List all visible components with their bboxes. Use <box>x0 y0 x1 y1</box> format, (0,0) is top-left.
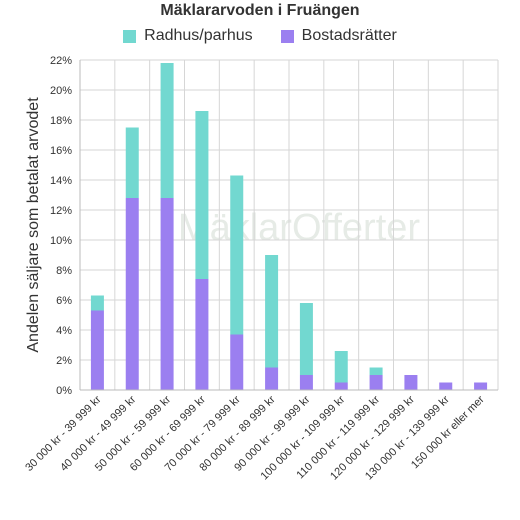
legend: Radhus/parhus Bostadsrätter <box>0 27 520 45</box>
legend-swatch-radhus <box>123 29 137 43</box>
y-axis-title: Andelen säljare som betalat arvodet <box>25 97 42 353</box>
bar-bostadsratter <box>299 375 313 390</box>
bar-radhus <box>160 63 174 198</box>
y-tick-label: 22% <box>50 55 72 67</box>
y-tick-label: 8% <box>56 265 72 277</box>
bar-radhus <box>230 175 244 335</box>
legend-label-bostadsratter: Bostadsrätter <box>301 27 397 44</box>
bar-bostadsratter <box>369 375 383 390</box>
bar-bostadsratter <box>230 334 244 390</box>
bar-radhus <box>125 127 139 198</box>
watermark-text: MäklarOfferter <box>178 207 420 249</box>
bar-bostadsratter <box>404 375 418 390</box>
bar-bostadsratter <box>474 382 488 390</box>
bar-bostadsratter <box>90 310 104 390</box>
legend-label-radhus: Radhus/parhus <box>144 27 253 44</box>
chart-title: Mäklararvoden i Fruängen <box>160 2 360 19</box>
legend-item-radhus[interactable]: Radhus/parhus <box>123 27 253 45</box>
y-tick-label: 0% <box>56 385 72 397</box>
legend-swatch-bostadsratter <box>280 29 294 43</box>
y-tick-label: 18% <box>50 115 72 127</box>
y-tick-label: 4% <box>56 325 72 337</box>
bar-radhus <box>90 295 104 311</box>
y-tick-label: 20% <box>50 85 72 97</box>
bar-radhus <box>195 111 209 279</box>
y-tick-label: 2% <box>56 355 72 367</box>
y-tick-label: 6% <box>56 295 72 307</box>
bar-bostadsratter <box>265 367 279 390</box>
y-tick-label: 16% <box>50 145 72 157</box>
legend-item-bostadsratter[interactable]: Bostadsrätter <box>280 27 397 45</box>
bar-radhus <box>299 303 313 375</box>
y-tick-label: 12% <box>50 205 72 217</box>
bar-bostadsratter <box>160 198 174 390</box>
bar-bostadsratter <box>439 382 453 390</box>
y-tick-label: 14% <box>50 175 72 187</box>
y-tick-label: 10% <box>50 235 72 247</box>
bar-bostadsratter <box>195 279 209 390</box>
bar-radhus <box>369 367 383 375</box>
bar-bostadsratter <box>125 198 139 390</box>
bar-radhus <box>265 255 279 368</box>
bar-bostadsratter <box>334 382 348 390</box>
bar-radhus <box>334 351 348 383</box>
